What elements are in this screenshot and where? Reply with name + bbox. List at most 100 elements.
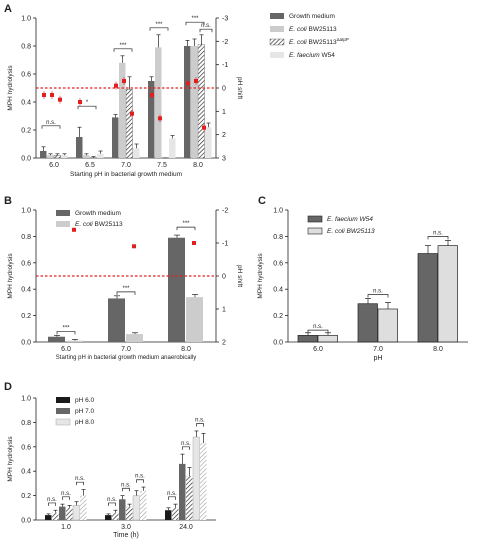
bar [126, 334, 143, 342]
y-tick-label: 0.4 [21, 287, 31, 294]
bar [317, 335, 338, 343]
significance-label: n.s. [75, 476, 85, 482]
bar [133, 148, 140, 158]
legend-label: pH 7.0 [75, 408, 95, 415]
panel-label: D [4, 381, 12, 393]
significance-bracket [76, 481, 84, 486]
x-tick-label: 6.0 [61, 346, 71, 353]
y-tick-label: 0.0 [21, 518, 31, 525]
bar [165, 510, 172, 520]
y-tick-label: 0.8 [21, 44, 31, 51]
y-tick-label: 1.0 [21, 208, 31, 215]
significance-label: n.s. [167, 491, 177, 497]
x-tick-label: 3.0 [121, 524, 131, 531]
legend-swatch [270, 26, 284, 32]
bar [45, 515, 52, 520]
significance-bracket [149, 27, 169, 31]
significance-bracket [77, 105, 97, 110]
significance-bracket [122, 487, 130, 492]
bar [191, 46, 198, 158]
bar [40, 151, 47, 158]
legend-label: pH 8.0 [75, 419, 95, 426]
bar [72, 505, 80, 521]
legend-label: E. coli BW25113 [289, 26, 337, 33]
bar [61, 155, 68, 158]
significance-bracket [176, 226, 196, 231]
right-tick-label: -2 [222, 208, 228, 215]
y-tick-label: 0.2 [21, 313, 31, 320]
significance-label: n.s. [433, 230, 443, 236]
y-tick-label: 0.4 [273, 287, 283, 294]
bar [437, 245, 458, 343]
right-tick-label: 1 [222, 307, 226, 314]
significance-label: n.s. [313, 324, 323, 330]
y-axis-label: MPH hydrolysis [257, 253, 264, 299]
x-tick-label: 8.0 [433, 346, 443, 353]
legend-swatch [307, 215, 323, 223]
bar [112, 117, 119, 158]
bar [53, 154, 61, 159]
significance-bracket [62, 496, 70, 500]
bar [179, 463, 186, 520]
bar [357, 303, 378, 343]
panel-c: 0.0 0.2 0.4 0.6 0.8 1.0 MPH hydrolysis 6.0 7.0 8.… [257, 208, 468, 362]
significance-bracket [56, 331, 76, 335]
y-tick-label: 0.2 [273, 313, 283, 320]
bar [125, 89, 133, 159]
panel-label: A [4, 3, 12, 15]
significance-label: * [86, 100, 89, 106]
bar [184, 46, 191, 158]
legend-swatch [269, 38, 285, 46]
significance-label: *** [62, 325, 70, 331]
y-tick-label: 1.0 [21, 396, 31, 403]
right-axis-label: pH shift [236, 265, 243, 287]
significance-label: *** [155, 22, 163, 28]
x-tick-label: 8.0 [193, 162, 203, 169]
x-axis-label: Starting pH in bacterial growth medium [70, 171, 182, 178]
significance-label: n.s. [135, 474, 145, 480]
x-tick-label: 7.5 [157, 162, 167, 169]
y-tick-label: 0.8 [273, 234, 283, 241]
y-tick-label: 0.6 [273, 260, 283, 267]
significance-label: n.s. [47, 497, 57, 503]
x-tick-label: 1.0 [61, 524, 71, 531]
bar [47, 155, 54, 158]
legend-swatch [307, 227, 323, 235]
x-tick-label: 7.0 [121, 162, 131, 169]
y-tick-label: 0.8 [21, 234, 31, 241]
significance-bracket [116, 291, 136, 295]
significance-bracket [199, 28, 213, 33]
x-axis-label: Starting pH in bacterial growth medium a… [56, 355, 196, 361]
significance-label: *** [119, 43, 127, 49]
y-tick-label: 0.6 [21, 260, 31, 267]
legend-swatch [270, 52, 284, 58]
y-tick-label: 0.2 [21, 128, 31, 135]
right-axis-label: pH shift [236, 77, 243, 99]
bar [105, 515, 112, 520]
y-tick-label: 0.6 [21, 444, 31, 451]
legend-swatch [56, 397, 70, 403]
significance-label: n.s. [373, 288, 383, 294]
y-tick-label: 0.8 [21, 420, 31, 427]
legend-label: Growth medium [75, 210, 121, 217]
bar [197, 44, 205, 159]
legend-label: E. faecium W54 [289, 52, 335, 59]
y-axis-label: MPH hydrolysis [7, 436, 14, 482]
bar [168, 237, 185, 342]
significance-bracket [48, 502, 56, 506]
y-tick-label: 0.0 [273, 340, 283, 347]
significance-bracket [168, 496, 176, 500]
x-tick-label: 24.0 [179, 524, 193, 531]
right-tick-label: 2 [222, 132, 226, 139]
y-tick-label: 1.0 [273, 208, 283, 215]
bar [48, 336, 65, 342]
bar [377, 308, 398, 343]
panel-label: C [258, 195, 266, 207]
significance-label: n.s. [195, 418, 205, 424]
significance-label: n.s. [107, 497, 117, 503]
bar [66, 340, 83, 342]
x-tick-label: 6.0 [313, 346, 323, 353]
significance-label: n.s. [201, 23, 211, 29]
legend-label: E. coli BW25113 [327, 228, 375, 235]
